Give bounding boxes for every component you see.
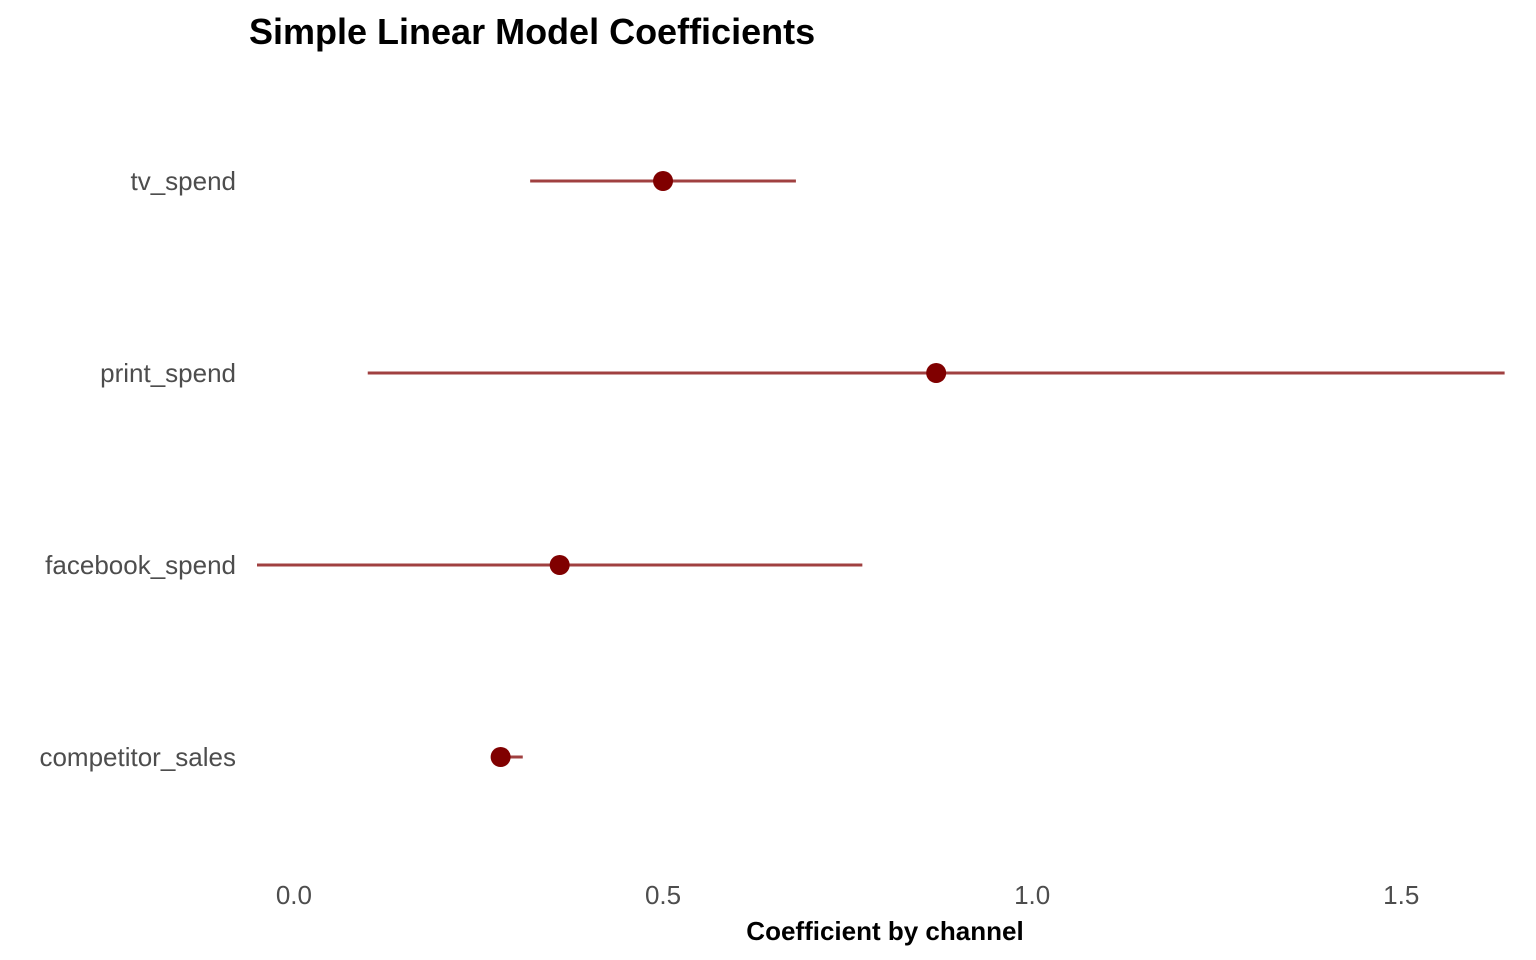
x-tick-label: 1.5	[1383, 880, 1419, 910]
y-tick-label-print-spend: print_spend	[100, 358, 236, 388]
point-print-spend	[926, 363, 947, 383]
y-axis-labels: tv_spend print_spend facebook_spendcompeti…	[39, 166, 236, 772]
chart-title: Simple Linear Model Coefficients	[249, 11, 815, 52]
y-tick-label-tv-spend: tv_spend	[130, 166, 236, 196]
x-axis-ticks: 0.0 0.5 1.0 1.5	[276, 880, 1420, 910]
x-axis-label: Coefficient by channel	[746, 916, 1023, 946]
confidence-intervals	[257, 179, 1505, 759]
point-facebook-spend	[549, 555, 570, 575]
x-tick-label: 0.5	[645, 880, 681, 910]
point-competitor-sales	[490, 747, 511, 767]
y-tick-label-facebook-spend: facebook_spend	[45, 550, 236, 580]
x-tick-label: 0.0	[276, 880, 312, 910]
coefficient-points	[490, 171, 947, 767]
point-tv-spend	[653, 171, 674, 191]
y-tick-label-competitor-sales: competitor_sales	[39, 742, 236, 772]
x-tick-label: 1.0	[1014, 880, 1050, 910]
